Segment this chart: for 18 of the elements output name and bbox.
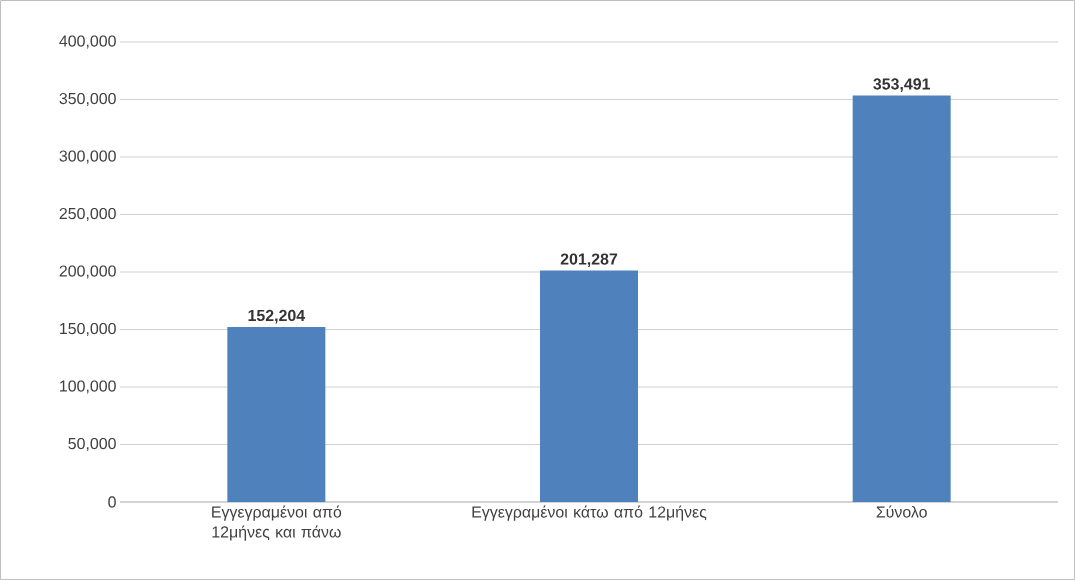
y-tick-label: 0 — [108, 496, 116, 508]
y-tick-label: 150,000 — [60, 322, 116, 337]
bar — [852, 95, 951, 502]
y-tick-label: 100,000 — [60, 380, 116, 394]
y-tick-label: 300,000 — [59, 150, 116, 164]
data-label: 353,491 — [873, 78, 931, 92]
data-label: 201,287 — [560, 253, 618, 267]
x-tick-label: Εγγεγραμένοι από 12μήνες και πάνω — [212, 505, 342, 541]
bar — [227, 326, 326, 502]
y-tick-label: 400,000 — [59, 35, 116, 49]
y-tick-label: 350,000 — [59, 92, 116, 107]
x-tick-label: Εγγεγραμένοι κάτω από 12μήνες — [472, 505, 707, 521]
data-label: 152,204 — [248, 309, 306, 324]
y-tick-label: 200,000 — [59, 265, 116, 279]
bar — [540, 270, 639, 502]
y-tick-label: 50,000 — [68, 437, 116, 452]
x-tick-label: Σύνολο — [876, 505, 927, 518]
y-tick-label: 250,000 — [59, 207, 116, 222]
